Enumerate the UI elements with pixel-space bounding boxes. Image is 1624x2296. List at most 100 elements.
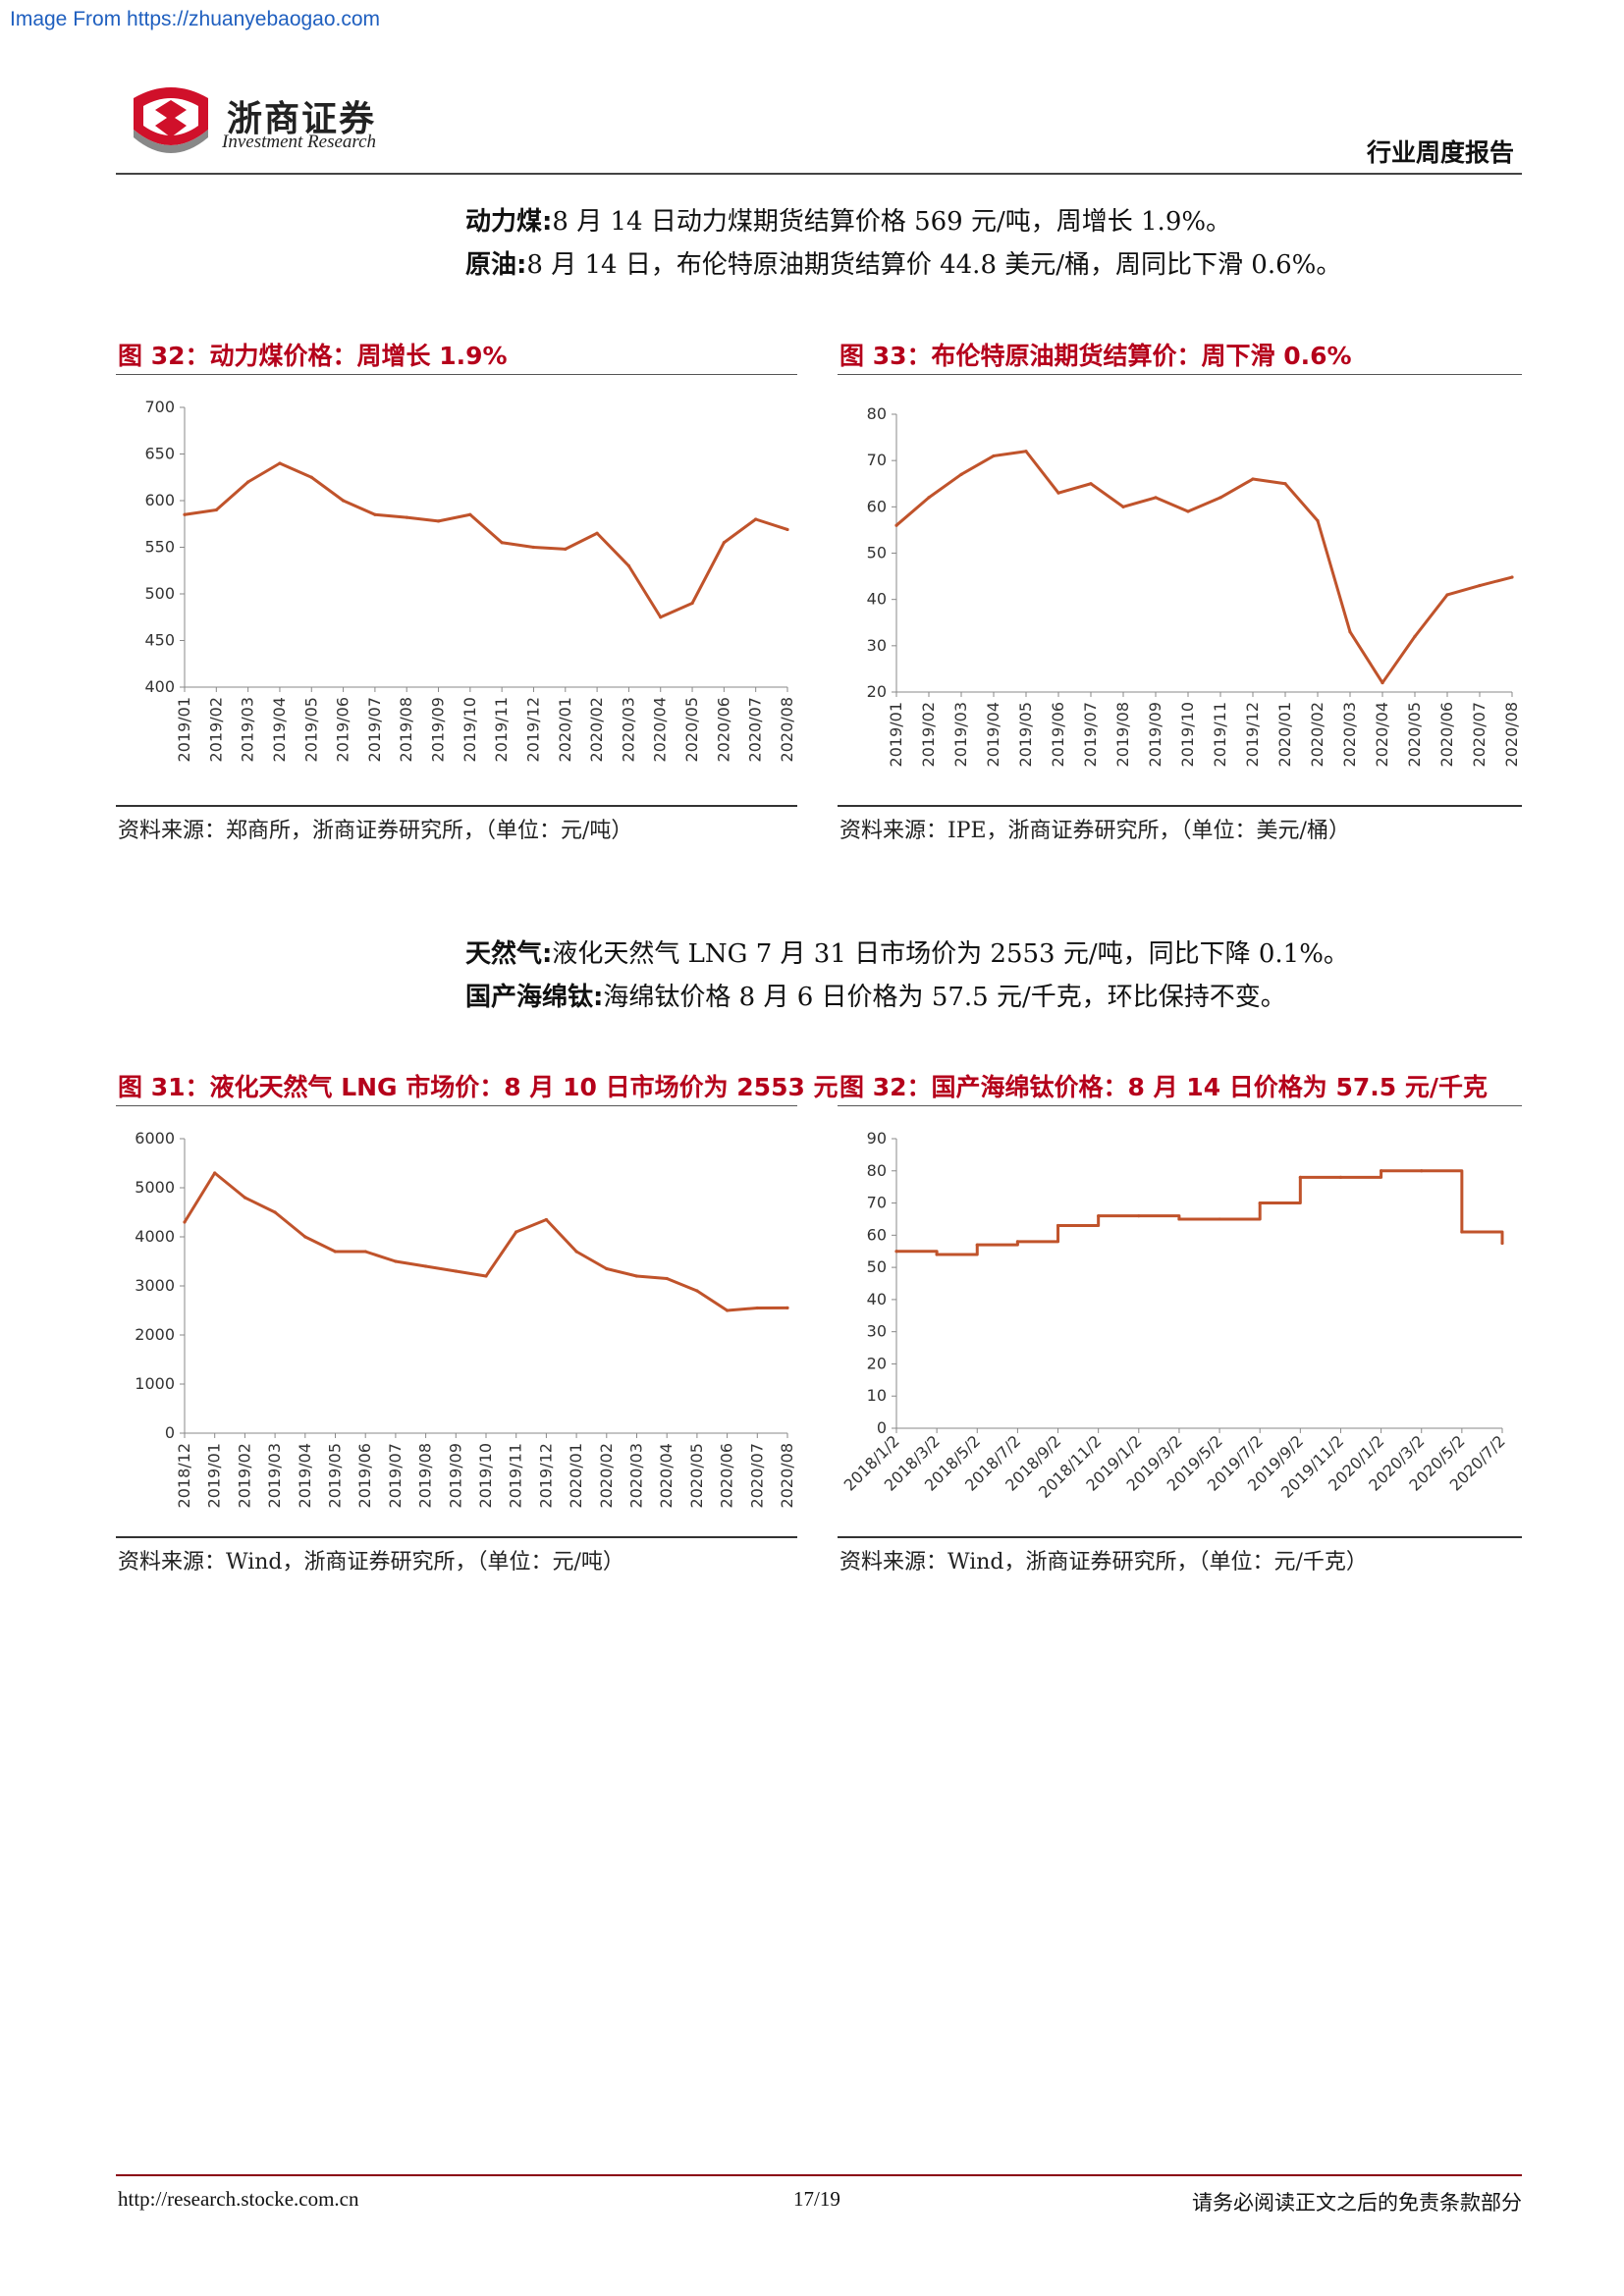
- y-tick-label: 3000: [135, 1276, 175, 1295]
- figure-gas-bottom-rule: [116, 1536, 797, 1538]
- y-tick-label: 90: [867, 1129, 887, 1148]
- y-tick-label: 550: [144, 538, 175, 557]
- paragraph-gas: 天然气:液化天然气 LNG 7 月 31 日市场价为 2553 元/吨，同比下降…: [465, 934, 1349, 974]
- paragraph-coal-text: 8 月 14 日动力煤期货结算价格 569 元/吨，周增长 1.9%。: [552, 207, 1232, 237]
- data-point: [894, 1250, 898, 1254]
- paragraph-oil-text: 8 月 14 日，布伦特原油期货结算价 44.8 美元/桶，周同比下滑 0.6%…: [526, 250, 1342, 280]
- data-point: [214, 507, 218, 512]
- x-tick-label: 2020/06: [718, 1443, 736, 1508]
- y-tick-label: 30: [867, 636, 887, 655]
- x-tick-label: 2019/11: [492, 697, 511, 762]
- x-tick-label: 2020/03: [619, 697, 637, 762]
- data-point: [992, 454, 996, 458]
- x-tick-label: 2019/01: [887, 702, 905, 767]
- brent-oil-chart: 20 30 40 50 60 70 80 2019/01 2019/02 2019/03 2019/…: [838, 383, 1522, 795]
- data-point: [500, 541, 504, 545]
- data-point: [785, 527, 789, 532]
- y-tick-label: 40: [867, 1290, 887, 1308]
- y-tick-label: 40: [867, 590, 887, 609]
- data-point: [1348, 630, 1352, 634]
- data-point: [1218, 1217, 1221, 1221]
- figure-coal-title: 图 32：动力煤价格：周增长 1.9%: [118, 342, 508, 370]
- header-divider: [116, 173, 1522, 175]
- x-tick-label: 2019/07: [386, 1443, 405, 1508]
- x-tick-label: 2020/08: [1502, 702, 1521, 767]
- x-tick-label: 2019/12: [536, 1443, 555, 1508]
- x-tick-label: 2020/06: [714, 697, 732, 762]
- footer-disclaimer: 请务必阅读正文之后的免责条款部分: [1192, 2191, 1522, 2215]
- figure-gas-source: 资料来源：Wind，浙商证券研究所，（单位：元/吨）: [118, 1550, 624, 1575]
- x-tick-label: 2019/03: [951, 702, 970, 767]
- y-tick-label: 20: [867, 1354, 887, 1372]
- data-point: [1097, 1214, 1101, 1218]
- data-point: [1380, 680, 1384, 685]
- data-point: [690, 601, 694, 606]
- figure-coal-source: 资料来源：郑商所，浙商证券研究所，（单位：元/吨）: [118, 819, 633, 843]
- y-tick-label: 20: [867, 682, 887, 701]
- y-tick-label: 80: [867, 404, 887, 423]
- y-tick-label: 5000: [135, 1178, 175, 1197]
- x-tick-label: 2019/01: [175, 697, 193, 762]
- data-point: [1089, 482, 1093, 486]
- x-tick-label: 2019/05: [326, 1443, 345, 1508]
- data-point: [665, 1276, 669, 1281]
- paragraph-titanium-text: 海绵钛价格 8 月 6 日价格为 57.5 元/千克，环比保持不变。: [603, 983, 1286, 1012]
- data-point: [564, 547, 568, 551]
- figure-titanium-bottom-rule: [838, 1536, 1522, 1538]
- figure-oil-source: 资料来源：IPE，浙商证券研究所，（单位：美元/桶）: [839, 819, 1350, 843]
- y-tick-label: 400: [144, 677, 175, 696]
- y-tick-label: 30: [867, 1322, 887, 1341]
- x-tick-label: 2019/10: [460, 697, 479, 762]
- titanium-sponge-chart: 0 10 20 30 40 50 60 70 80 90 2018/1/2 2018/3/2 2018/…: [838, 1114, 1522, 1526]
- y-tick-label: 450: [144, 631, 175, 650]
- data-point: [303, 1235, 307, 1239]
- data-point: [659, 615, 663, 619]
- data-point: [213, 1171, 217, 1175]
- data-point: [574, 1250, 578, 1254]
- paragraph-gas-label: 天然气:: [465, 939, 553, 969]
- figure-oil-top-rule: [838, 374, 1522, 375]
- x-tick-label: 2019/02: [919, 702, 938, 767]
- data-point: [695, 1289, 699, 1293]
- footer-url[interactable]: http://research.stocke.com.cn: [118, 2187, 359, 2211]
- x-tick-label: 2020/08: [778, 1443, 796, 1508]
- y-tick-label: 10: [867, 1386, 887, 1405]
- x-tick-label: 2019/02: [235, 1443, 253, 1508]
- x-tick-label: 2019/08: [397, 697, 415, 762]
- series-line: [896, 1169, 1504, 1256]
- data-point: [363, 1250, 367, 1254]
- data-point: [722, 541, 726, 545]
- x-tick-label: 2020/07: [746, 697, 765, 762]
- x-tick-label: 2019/05: [301, 697, 320, 762]
- figure-oil-title: 图 33：布伦特原油期货结算价：周下滑 0.6%: [839, 342, 1352, 370]
- company-logo: 浙商证券 Investment Research: [126, 80, 381, 159]
- figure-coal-top-rule: [116, 374, 797, 375]
- data-point: [1258, 1201, 1262, 1205]
- paragraph-coal-label: 动力煤:: [465, 207, 553, 237]
- data-point: [424, 1264, 428, 1268]
- data-point: [1015, 1240, 1019, 1244]
- data-point: [309, 475, 313, 479]
- data-point: [975, 1243, 979, 1247]
- data-point: [1460, 1230, 1464, 1234]
- y-tick-label: 0: [877, 1418, 887, 1437]
- y-tick-label: 600: [144, 491, 175, 509]
- figure-gas-title: 图 31：液化天然气 LNG 市场价：8 月 10 日市场价为 2553 元: [118, 1073, 839, 1101]
- data-point: [468, 512, 472, 516]
- data-point: [333, 1250, 338, 1254]
- x-tick-label: 2020/07: [747, 1443, 766, 1508]
- x-tick-label: 2020/02: [1308, 702, 1326, 767]
- y-tick-label: 50: [867, 544, 887, 562]
- data-point: [595, 531, 599, 535]
- x-tick-label: 2019/05: [1016, 702, 1035, 767]
- data-point: [183, 512, 187, 516]
- x-tick-label: 2019/04: [296, 1443, 314, 1508]
- data-point: [436, 519, 441, 523]
- y-tick-label: 70: [867, 1194, 887, 1212]
- x-tick-label: 2019/12: [523, 697, 542, 762]
- y-tick-label: 0: [165, 1423, 175, 1442]
- data-point: [1316, 518, 1320, 523]
- data-point: [1413, 634, 1417, 638]
- data-point: [1177, 1217, 1181, 1221]
- y-tick-label: 60: [867, 1225, 887, 1244]
